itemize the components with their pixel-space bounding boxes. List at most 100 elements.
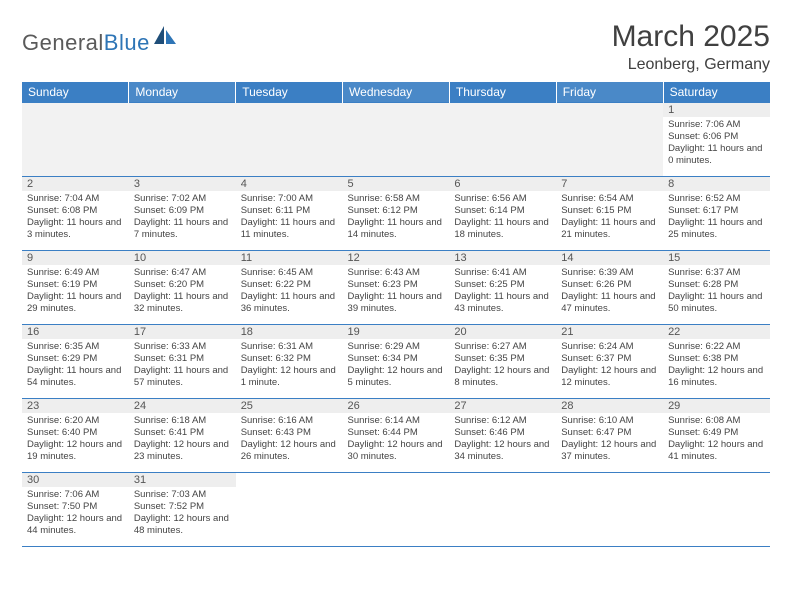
day-sunset: Sunset: 7:52 PM xyxy=(134,501,231,513)
day-daylight: Daylight: 11 hours and 18 minutes. xyxy=(454,217,551,241)
day-sunrise: Sunrise: 6:27 AM xyxy=(454,341,551,353)
page-header: GeneralBlue March 2025 Leonberg, Germany xyxy=(22,20,770,74)
day-sunrise: Sunrise: 7:04 AM xyxy=(27,193,124,205)
weekday-header: Thursday xyxy=(449,82,556,103)
day-sunrise: Sunrise: 7:02 AM xyxy=(134,193,231,205)
day-number: 11 xyxy=(236,251,343,265)
day-daylight: Daylight: 12 hours and 5 minutes. xyxy=(348,365,445,389)
day-daylight: Daylight: 12 hours and 23 minutes. xyxy=(134,439,231,463)
day-sunset: Sunset: 6:19 PM xyxy=(27,279,124,291)
day-details: Sunrise: 7:02 AMSunset: 6:09 PMDaylight:… xyxy=(129,191,236,245)
title-block: March 2025 Leonberg, Germany xyxy=(612,20,770,74)
calendar-cell: 21Sunrise: 6:24 AMSunset: 6:37 PMDayligh… xyxy=(556,325,663,399)
day-sunrise: Sunrise: 7:06 AM xyxy=(668,119,765,131)
day-number: 12 xyxy=(343,251,450,265)
day-details: Sunrise: 6:08 AMSunset: 6:49 PMDaylight:… xyxy=(663,413,770,467)
day-daylight: Daylight: 12 hours and 19 minutes. xyxy=(27,439,124,463)
day-number: 2 xyxy=(22,177,129,191)
day-details: Sunrise: 7:00 AMSunset: 6:11 PMDaylight:… xyxy=(236,191,343,245)
day-sunrise: Sunrise: 6:31 AM xyxy=(241,341,338,353)
day-sunrise: Sunrise: 6:35 AM xyxy=(27,341,124,353)
weekday-header-row: SundayMondayTuesdayWednesdayThursdayFrid… xyxy=(22,82,770,103)
calendar-row: 23Sunrise: 6:20 AMSunset: 6:40 PMDayligh… xyxy=(22,399,770,473)
calendar-cell: 28Sunrise: 6:10 AMSunset: 6:47 PMDayligh… xyxy=(556,399,663,473)
logo: GeneralBlue xyxy=(22,24,178,61)
calendar-row: 2Sunrise: 7:04 AMSunset: 6:08 PMDaylight… xyxy=(22,177,770,251)
day-daylight: Daylight: 12 hours and 37 minutes. xyxy=(561,439,658,463)
day-daylight: Daylight: 11 hours and 39 minutes. xyxy=(348,291,445,315)
day-daylight: Daylight: 12 hours and 26 minutes. xyxy=(241,439,338,463)
day-daylight: Daylight: 11 hours and 32 minutes. xyxy=(134,291,231,315)
day-sunrise: Sunrise: 7:03 AM xyxy=(134,489,231,501)
calendar-cell xyxy=(556,473,663,547)
day-details: Sunrise: 6:54 AMSunset: 6:15 PMDaylight:… xyxy=(556,191,663,245)
weekday-header: Tuesday xyxy=(236,82,343,103)
day-number: 30 xyxy=(22,473,129,487)
calendar-row: 30Sunrise: 7:06 AMSunset: 7:50 PMDayligh… xyxy=(22,473,770,547)
calendar-cell: 17Sunrise: 6:33 AMSunset: 6:31 PMDayligh… xyxy=(129,325,236,399)
day-daylight: Daylight: 12 hours and 8 minutes. xyxy=(454,365,551,389)
day-details: Sunrise: 6:29 AMSunset: 6:34 PMDaylight:… xyxy=(343,339,450,393)
day-details: Sunrise: 6:18 AMSunset: 6:41 PMDaylight:… xyxy=(129,413,236,467)
day-sunset: Sunset: 6:28 PM xyxy=(668,279,765,291)
day-number: 1 xyxy=(663,103,770,117)
day-sunset: Sunset: 6:32 PM xyxy=(241,353,338,365)
calendar-cell: 16Sunrise: 6:35 AMSunset: 6:29 PMDayligh… xyxy=(22,325,129,399)
day-details: Sunrise: 6:52 AMSunset: 6:17 PMDaylight:… xyxy=(663,191,770,245)
day-details: Sunrise: 6:35 AMSunset: 6:29 PMDaylight:… xyxy=(22,339,129,393)
day-daylight: Daylight: 11 hours and 0 minutes. xyxy=(668,143,765,167)
calendar-cell: 6Sunrise: 6:56 AMSunset: 6:14 PMDaylight… xyxy=(449,177,556,251)
calendar-cell xyxy=(449,103,556,177)
day-daylight: Daylight: 11 hours and 14 minutes. xyxy=(348,217,445,241)
day-details: Sunrise: 6:33 AMSunset: 6:31 PMDaylight:… xyxy=(129,339,236,393)
day-sunset: Sunset: 6:35 PM xyxy=(454,353,551,365)
day-details: Sunrise: 6:14 AMSunset: 6:44 PMDaylight:… xyxy=(343,413,450,467)
day-sunset: Sunset: 6:22 PM xyxy=(241,279,338,291)
day-number: 4 xyxy=(236,177,343,191)
day-sunset: Sunset: 6:41 PM xyxy=(134,427,231,439)
day-daylight: Daylight: 11 hours and 25 minutes. xyxy=(668,217,765,241)
day-daylight: Daylight: 11 hours and 36 minutes. xyxy=(241,291,338,315)
day-sunset: Sunset: 6:43 PM xyxy=(241,427,338,439)
weekday-header: Monday xyxy=(129,82,236,103)
day-sunset: Sunset: 6:12 PM xyxy=(348,205,445,217)
calendar-cell: 30Sunrise: 7:06 AMSunset: 7:50 PMDayligh… xyxy=(22,473,129,547)
day-details: Sunrise: 6:47 AMSunset: 6:20 PMDaylight:… xyxy=(129,265,236,319)
calendar-row: 1Sunrise: 7:06 AMSunset: 6:06 PMDaylight… xyxy=(22,103,770,177)
day-number: 9 xyxy=(22,251,129,265)
day-sunset: Sunset: 6:26 PM xyxy=(561,279,658,291)
location: Leonberg, Germany xyxy=(612,56,770,74)
day-sunset: Sunset: 6:31 PM xyxy=(134,353,231,365)
weekday-header: Sunday xyxy=(22,82,129,103)
day-details: Sunrise: 6:56 AMSunset: 6:14 PMDaylight:… xyxy=(449,191,556,245)
calendar-cell: 5Sunrise: 6:58 AMSunset: 6:12 PMDaylight… xyxy=(343,177,450,251)
calendar-cell xyxy=(343,473,450,547)
calendar-cell: 29Sunrise: 6:08 AMSunset: 6:49 PMDayligh… xyxy=(663,399,770,473)
day-number: 22 xyxy=(663,325,770,339)
day-sunrise: Sunrise: 6:54 AM xyxy=(561,193,658,205)
day-number: 14 xyxy=(556,251,663,265)
calendar-cell: 20Sunrise: 6:27 AMSunset: 6:35 PMDayligh… xyxy=(449,325,556,399)
day-details: Sunrise: 6:39 AMSunset: 6:26 PMDaylight:… xyxy=(556,265,663,319)
day-daylight: Daylight: 12 hours and 30 minutes. xyxy=(348,439,445,463)
calendar-cell: 1Sunrise: 7:06 AMSunset: 6:06 PMDaylight… xyxy=(663,103,770,177)
sail-icon xyxy=(152,24,178,51)
day-sunset: Sunset: 7:50 PM xyxy=(27,501,124,513)
day-sunset: Sunset: 6:34 PM xyxy=(348,353,445,365)
day-number: 16 xyxy=(22,325,129,339)
day-sunrise: Sunrise: 6:43 AM xyxy=(348,267,445,279)
day-sunrise: Sunrise: 6:41 AM xyxy=(454,267,551,279)
day-number: 8 xyxy=(663,177,770,191)
day-sunset: Sunset: 6:25 PM xyxy=(454,279,551,291)
calendar-cell: 19Sunrise: 6:29 AMSunset: 6:34 PMDayligh… xyxy=(343,325,450,399)
day-sunrise: Sunrise: 6:18 AM xyxy=(134,415,231,427)
day-sunset: Sunset: 6:37 PM xyxy=(561,353,658,365)
day-details: Sunrise: 6:16 AMSunset: 6:43 PMDaylight:… xyxy=(236,413,343,467)
day-details: Sunrise: 7:06 AMSunset: 7:50 PMDaylight:… xyxy=(22,487,129,541)
day-daylight: Daylight: 12 hours and 41 minutes. xyxy=(668,439,765,463)
day-sunrise: Sunrise: 6:33 AM xyxy=(134,341,231,353)
day-daylight: Daylight: 11 hours and 29 minutes. xyxy=(27,291,124,315)
day-daylight: Daylight: 12 hours and 44 minutes. xyxy=(27,513,124,537)
calendar-body: 1Sunrise: 7:06 AMSunset: 6:06 PMDaylight… xyxy=(22,103,770,547)
logo-text: GeneralBlue xyxy=(22,30,150,56)
